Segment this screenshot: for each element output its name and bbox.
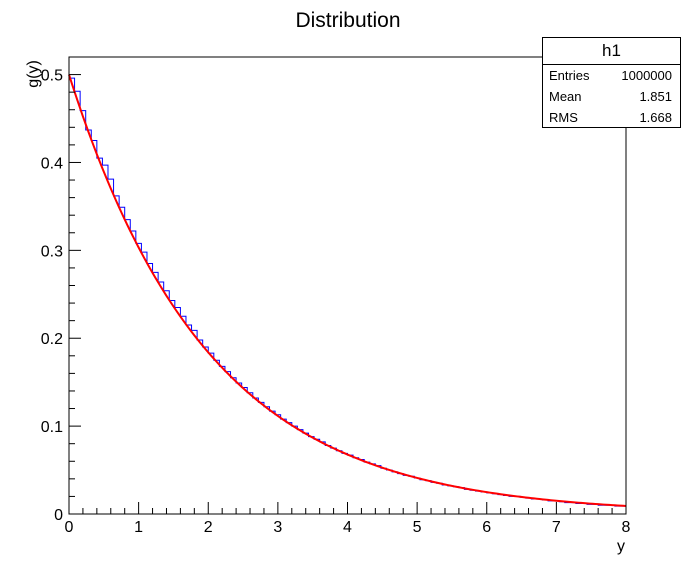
- stats-row-mean: Mean 1.851: [543, 86, 680, 107]
- x-tick-label: 0: [65, 519, 74, 536]
- curve-layer: [68, 74, 627, 507]
- y-tick-label: 0.3: [41, 243, 63, 260]
- stats-value: 1000000: [621, 68, 672, 83]
- x-tick-label: 5: [413, 519, 422, 536]
- x-tick-label: 6: [482, 519, 491, 536]
- x-tick-label: 3: [273, 519, 282, 536]
- y-tick-label: 0.2: [41, 331, 63, 348]
- x-tick-label: 8: [622, 519, 631, 536]
- stats-title: h1: [543, 38, 680, 65]
- x-tick-label: 7: [552, 519, 561, 536]
- y-tick-label: 0: [54, 507, 63, 524]
- stats-key: Entries: [549, 68, 590, 83]
- x-axis-label: y: [617, 538, 625, 555]
- x-tick-label: 2: [204, 519, 213, 536]
- x-tick-label: 1: [134, 519, 143, 536]
- histogram-layer: [68, 77, 627, 514]
- fit-curve: [68, 74, 627, 507]
- stats-value: 1.851: [639, 89, 672, 104]
- y-tick-label: 0.4: [41, 155, 63, 172]
- x-tick-label: 4: [343, 519, 352, 536]
- stats-box: h1 Entries 1000000 Mean 1.851 RMS 1.668: [542, 37, 681, 128]
- stats-key: Mean: [549, 89, 582, 104]
- stats-value: 1.668: [639, 110, 672, 125]
- stats-row-entries: Entries 1000000: [543, 65, 680, 86]
- stats-key: RMS: [549, 110, 578, 125]
- stats-row-rms: RMS 1.668: [543, 107, 680, 128]
- axis-ticks: 0 1 2 3 4 5 6 7 8 0 0.1 0.2 0.3 0.4 0.5: [41, 56, 631, 536]
- histogram-bins: [68, 77, 627, 514]
- y-tick-label: 0.1: [41, 419, 63, 436]
- y-axis-label: g(y): [25, 60, 42, 88]
- chart-title: Distribution: [295, 9, 400, 32]
- y-tick-label: 0.5: [41, 68, 63, 85]
